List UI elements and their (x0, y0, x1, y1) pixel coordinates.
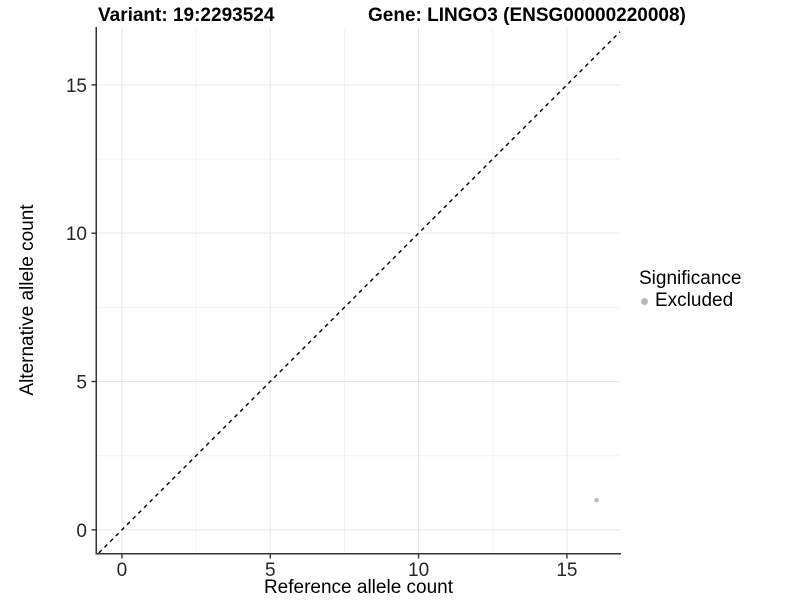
x-tick-label: 0 (117, 560, 128, 581)
x-tick-label: 15 (556, 560, 577, 581)
legend-title: Significance (639, 268, 742, 289)
legend-item-label: Excluded (655, 290, 734, 311)
title-gene: Gene: LINGO3 (ENSG00000220008) (368, 5, 686, 26)
y-axis-title: Alternative allele count (17, 204, 38, 396)
legend-item-excluded: Excluded (639, 290, 741, 312)
y-tick-label: 5 (76, 373, 87, 394)
legend: Significance Excluded (639, 268, 741, 312)
data-point (594, 497, 599, 503)
x-tick-label: 10 (408, 560, 429, 581)
title-variant: Variant: 19:2293524 (98, 5, 275, 26)
identity-line (98, 31, 621, 554)
y-tick-label: 15 (66, 76, 87, 97)
excluded-point-icon (641, 297, 648, 305)
x-tick-label: 5 (265, 560, 276, 581)
x-axis-title: Reference allele count (263, 577, 454, 598)
y-tick-label: 10 (66, 224, 87, 245)
y-tick-label: 0 (76, 521, 87, 542)
